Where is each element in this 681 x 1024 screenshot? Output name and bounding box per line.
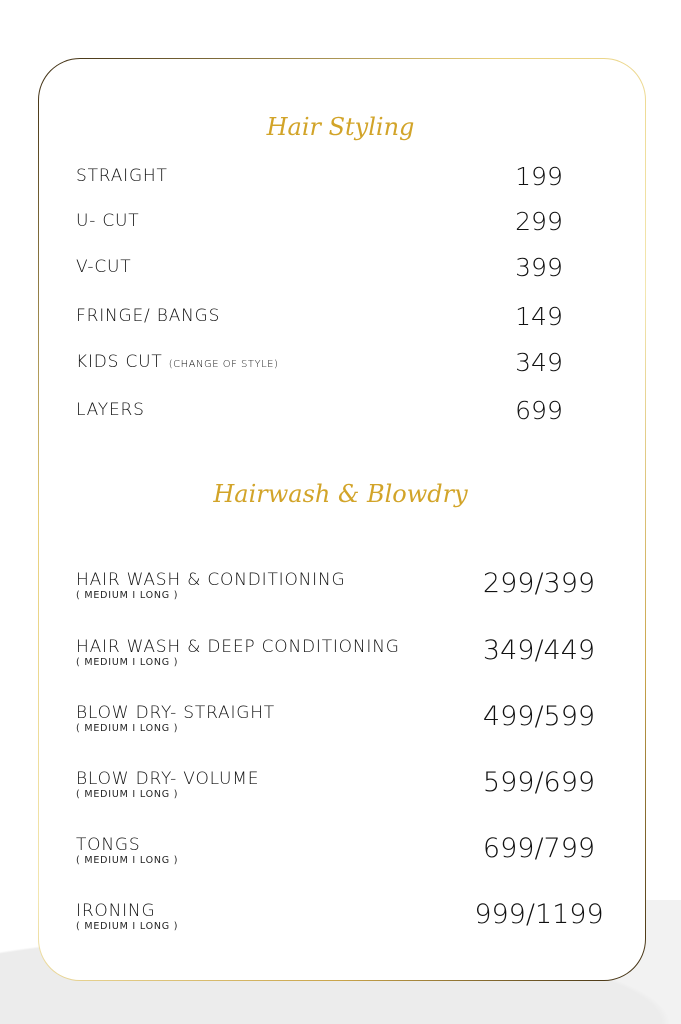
item-name: BLOW DRY- STRAIGHT [76,703,275,723]
item-size-note: ( MEDIUM I LONG ) [76,590,179,601]
item-label: STRAIGHT [76,166,168,186]
item-size-note: ( MEDIUM I LONG ) [76,921,179,932]
item-note: (CHANGE OF STYLE) [168,359,279,370]
item-label: U- CUT [76,211,139,231]
item-name: KIDS CUT [76,352,163,372]
item-name: U- CUT [76,211,140,231]
item-price: 299 [515,207,563,236]
item-size-note: ( MEDIUM I LONG ) [76,789,179,800]
item-price: 499/599 [482,701,596,732]
item-price: 199 [515,162,563,191]
item-price: 399 [515,253,563,282]
item-label: KIDS CUT (CHANGE OF STYLE) [76,352,278,372]
item-name: LAYERS [76,400,145,420]
item-size-note: ( MEDIUM I LONG ) [76,855,179,866]
item-name: TONGS [76,835,141,855]
item-price: 349/449 [482,635,596,666]
item-name: IRONING [76,901,156,921]
item-label: V-CUT [76,257,131,277]
item-name: STRAIGHT [76,166,168,186]
item-price: 349 [515,348,563,377]
item-price: 699/799 [482,833,596,864]
item-name: FRINGE/ BANGS [76,306,221,326]
item-name: BLOW DRY- VOLUME [76,769,260,789]
section-title: Hair Styling [266,113,415,141]
item-price: 599/699 [482,767,596,798]
price-card [38,58,646,981]
item-size-note: ( MEDIUM I LONG ) [76,657,179,668]
item-label: LAYERS [76,400,145,420]
item-price: 999/1199 [474,899,604,930]
item-name: HAIR WASH & CONDITIONING [76,570,346,590]
item-name: V-CUT [76,257,132,277]
item-price: 699 [515,396,563,425]
item-size-note: ( MEDIUM I LONG ) [76,723,179,734]
section-title: Hairwash & Blowdry [213,480,468,508]
item-price: 299/399 [482,568,596,599]
item-label: FRINGE/ BANGS [76,306,220,326]
item-name: HAIR WASH & DEEP CONDITIONING [76,637,400,657]
item-price: 149 [515,302,563,331]
